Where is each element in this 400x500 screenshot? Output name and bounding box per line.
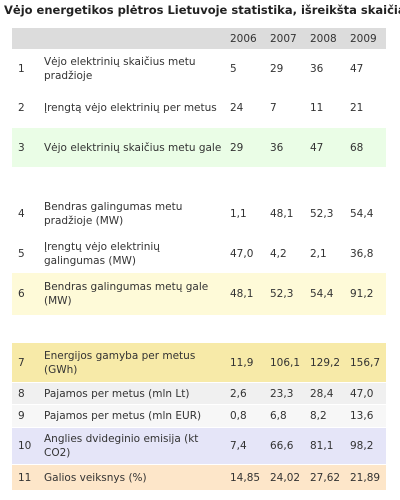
row-number: 8 (12, 383, 38, 405)
table-row: 11 Galios veiksnys (%) 14,85 24,02 27,62 21,8… (12, 465, 386, 491)
row-label: Įrengtų vėjo elektrinių galingumas (MW) (38, 236, 226, 273)
row-label: Įrengtą vėjo elektrinių per metus (38, 88, 226, 128)
cell-value: 106,1 (266, 343, 306, 383)
table-row: 10 Anglies dvideginio emisija (kt CO2) 7,4… (12, 428, 386, 465)
row-number: 6 (12, 273, 38, 316)
cell-value: 28,4 (306, 383, 346, 405)
cell-value: 54,4 (306, 273, 346, 316)
spacer-row (12, 316, 386, 343)
cell-value: 7 (266, 88, 306, 128)
column-header: 2006 (226, 28, 266, 50)
row-label: Pajamos per metus (mln Lt) (38, 383, 226, 405)
cell-value: 54,4 (346, 193, 386, 236)
cell-value: 1,1 (226, 193, 266, 236)
table-row: 3 Vėjo elektrinių skaičius metu gale 29 36 4… (12, 128, 386, 168)
cell-value: 36,8 (346, 236, 386, 273)
cell-value: 8,2 (306, 405, 346, 428)
table-row: 4 Bendras galingumas metu pradžioje (MW) 1… (12, 193, 386, 236)
cell-value: 36 (266, 128, 306, 168)
cell-value: 81,1 (306, 428, 346, 465)
cell-value: 11 (306, 88, 346, 128)
cell-value: 52,3 (266, 273, 306, 316)
cell-value: 47,0 (226, 236, 266, 273)
row-number: 4 (12, 193, 38, 236)
stats-table: 2006 2007 2008 2009 1 Vėjo elektrinių ska… (12, 28, 386, 491)
cell-value: 7,4 (226, 428, 266, 465)
table-row: 5 Įrengtų vėjo elektrinių galingumas (MW)… (12, 236, 386, 273)
cell-value: 0,8 (226, 405, 266, 428)
cell-value: 13,6 (346, 405, 386, 428)
spacer-row (12, 168, 386, 193)
spacer-cell (12, 168, 386, 193)
cell-value: 66,6 (266, 428, 306, 465)
row-label: Vėjo elektrinių skaičius metu pradžioje (38, 50, 226, 88)
column-header: 2007 (266, 28, 306, 50)
cell-value: 68 (346, 128, 386, 168)
spacer-cell (12, 316, 386, 343)
cell-value: 24 (226, 88, 266, 128)
row-number: 2 (12, 88, 38, 128)
cell-value: 47 (346, 50, 386, 88)
cell-value: 2,1 (306, 236, 346, 273)
row-number: 7 (12, 343, 38, 383)
cell-value: 29 (266, 50, 306, 88)
row-number: 11 (12, 465, 38, 491)
table-row: 8 Pajamos per metus (mln Lt) 2,6 23,3 28,4 47… (12, 383, 386, 405)
cell-value: 5 (226, 50, 266, 88)
header-row: 2006 2007 2008 2009 (12, 28, 386, 50)
cell-value: 14,85 (226, 465, 266, 491)
row-label: Bendras galingumas metų gale (MW) (38, 273, 226, 316)
cell-value: 11,9 (226, 343, 266, 383)
row-label: Energijos gamyba per metus (GWh) (38, 343, 226, 383)
row-label: Anglies dvideginio emisija (kt CO2) (38, 428, 226, 465)
cell-value: 98,2 (346, 428, 386, 465)
column-header: 2008 (306, 28, 346, 50)
cell-value: 2,6 (226, 383, 266, 405)
table-row: 1 Vėjo elektrinių skaičius metu pradžioje… (12, 50, 386, 88)
row-label: Vėjo elektrinių skaičius metu gale (38, 128, 226, 168)
cell-value: 4,2 (266, 236, 306, 273)
cell-value: 48,1 (226, 273, 266, 316)
row-number: 5 (12, 236, 38, 273)
row-label: Galios veiksnys (%) (38, 465, 226, 491)
cell-value: 47,0 (346, 383, 386, 405)
cell-value: 36 (306, 50, 346, 88)
cell-value: 29 (226, 128, 266, 168)
row-label: Pajamos per metus (mln EUR) (38, 405, 226, 428)
cell-value: 24,02 (266, 465, 306, 491)
cell-value: 48,1 (266, 193, 306, 236)
table-row: 6 Bendras galingumas metų gale (MW) 48,1 52… (12, 273, 386, 316)
row-label: Bendras galingumas metu pradžioje (MW) (38, 193, 226, 236)
table-row: 7 Energijos gamyba per metus (GWh) 11,9 106… (12, 343, 386, 383)
cell-value: 47 (306, 128, 346, 168)
table-row: 9 Pajamos per metus (mln EUR) 0,8 6,8 8,2 13,… (12, 405, 386, 428)
cell-value: 129,2 (306, 343, 346, 383)
cell-value: 23,3 (266, 383, 306, 405)
cell-value: 27,62 (306, 465, 346, 491)
row-number: 1 (12, 50, 38, 88)
cell-value: 91,2 (346, 273, 386, 316)
column-header: 2009 (346, 28, 386, 50)
table-row: 2 Įrengtą vėjo elektrinių per metus 24 7 11 2… (12, 88, 386, 128)
row-number: 3 (12, 128, 38, 168)
cell-value: 21 (346, 88, 386, 128)
cell-value: 156,7 (346, 343, 386, 383)
page-title: Vėjo energetikos plėtros Lietuvoje stati… (4, 3, 400, 17)
row-number: 9 (12, 405, 38, 428)
row-number: 10 (12, 428, 38, 465)
cell-value: 21,89 (346, 465, 386, 491)
cell-value: 6,8 (266, 405, 306, 428)
cell-value: 52,3 (306, 193, 346, 236)
